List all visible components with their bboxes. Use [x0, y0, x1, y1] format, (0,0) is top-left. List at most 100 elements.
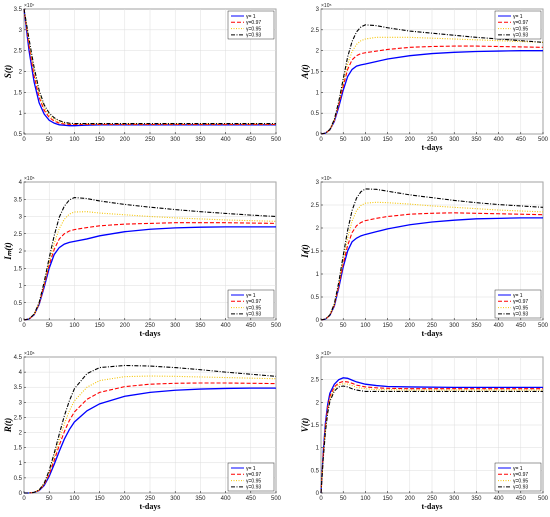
series-line-4: [320, 188, 544, 321]
x-tick-label: 500: [538, 496, 549, 502]
y-tick-label: 3: [316, 355, 320, 361]
legend-label-3: γ=0.95: [513, 305, 528, 311]
legend-label-2: γ=0.97: [513, 299, 528, 305]
panel-1: 0 50 100 150 200 250 300 350 400 450 500 0.5 1 1.5 2 2.…: [3, 3, 282, 143]
x-tick-label: 150: [95, 323, 106, 329]
x-tick-label: 200: [120, 496, 131, 502]
panel-3: 0 50 100 150 200 250 300 350 400 450 500 0 0.5 1 1.5 2 2…: [3, 176, 282, 338]
y-axis-label: V(t): [300, 418, 310, 433]
x-axis-label: t-days: [140, 329, 161, 338]
x-axis-label: t-days: [422, 502, 443, 511]
y-axis-label: S(t): [3, 65, 13, 79]
y-tick-label: 2.5: [311, 203, 320, 209]
panel-6: 0 50 100 150 200 250 300 350 400 450 500 0 0.5 1 1.5 2 2…: [300, 351, 549, 511]
panel-5: 0 50 100 150 200 250 300 350 400 450 500 0 0.5 1 1.5 2 2…: [3, 351, 282, 511]
x-tick-label: 0: [319, 323, 323, 329]
y-tick-label: 0.5: [311, 468, 320, 474]
x-tick-label: 350: [195, 496, 206, 502]
x-tick-label: 0: [22, 323, 26, 329]
legend-label-4: γ=0.93: [513, 33, 528, 39]
y-tick-label: 1.5: [14, 90, 23, 96]
x-tick-label: 100: [69, 137, 80, 143]
y-tick-label: 0.5: [14, 132, 23, 138]
x-tick-label: 50: [340, 137, 347, 143]
x-tick-label: 200: [405, 137, 416, 143]
y-tick-label: 2.5: [14, 415, 23, 421]
x-tick-label: 500: [538, 137, 549, 143]
x-tick-label: 500: [271, 496, 282, 502]
x-axis-label: t-days: [422, 329, 443, 338]
y-tick-label: 1.5: [311, 70, 320, 76]
x-tick-label: 350: [471, 496, 482, 502]
x-tick-label: 450: [246, 137, 257, 143]
y-tick-label: 3: [19, 28, 23, 34]
x-tick-label: 450: [516, 496, 527, 502]
y-tick-label: 4: [19, 370, 23, 376]
legend-label-1: γ= 1: [246, 14, 256, 20]
x-tick-label: 250: [427, 137, 438, 143]
y-tick-label: 3: [316, 7, 320, 13]
legend-label-4: γ=0.93: [513, 312, 528, 318]
x-tick-label: 250: [145, 496, 156, 502]
series-line-2: [320, 45, 544, 135]
legend-label-3: γ=0.95: [513, 26, 528, 32]
x-tick-label: 250: [145, 137, 156, 143]
y-tick-label: 4: [19, 180, 23, 186]
y-tick-label: 0.5: [14, 476, 23, 482]
x-axis-label: t-days: [140, 502, 161, 511]
x-tick-label: 300: [449, 137, 460, 143]
x-tick-label: 500: [538, 323, 549, 329]
series-line-3: [320, 383, 543, 494]
y-tick-label: 2: [19, 70, 23, 76]
y-tick-label: 2: [19, 431, 23, 437]
y-tick-label: 2: [316, 400, 320, 406]
x-tick-label: 350: [195, 137, 206, 143]
x-tick-label: 0: [22, 496, 26, 502]
x-tick-label: 200: [405, 496, 416, 502]
x-tick-label: 450: [246, 323, 257, 329]
legend: γ= 1γ=0.97γ=0.95γ=0.93: [227, 462, 275, 492]
x-tick-label: 50: [46, 496, 53, 502]
legend-label-3: γ=0.95: [246, 26, 261, 32]
x-tick-label: 400: [221, 137, 232, 143]
x-tick-label: 100: [69, 496, 80, 502]
legend-label-2: γ=0.97: [246, 299, 261, 305]
legend-label-1: γ= 1: [246, 466, 256, 472]
x-tick-label: 100: [360, 137, 371, 143]
x-tick-label: 150: [383, 323, 394, 329]
legend-label-2: γ=0.97: [246, 472, 261, 478]
x-tick-label: 350: [471, 323, 482, 329]
x-tick-label: 50: [46, 323, 53, 329]
x-tick-label: 150: [95, 137, 106, 143]
y-exponent-label: ×10⁷: [321, 351, 331, 357]
x-tick-label: 200: [405, 323, 416, 329]
y-tick-label: 1.5: [311, 249, 320, 255]
y-tick-label: 2.5: [14, 49, 23, 55]
y-tick-label: 3.5: [14, 7, 23, 13]
y-tick-label: 3.5: [14, 197, 23, 203]
y-tick-label: 1: [316, 446, 320, 452]
x-tick-label: 250: [427, 323, 438, 329]
x-tick-label: 400: [221, 323, 232, 329]
x-tick-label: 500: [271, 137, 282, 143]
series-line-2: [320, 380, 543, 494]
legend-label-4: γ=0.93: [246, 312, 261, 318]
x-tick-label: 500: [271, 323, 282, 329]
x-tick-label: 100: [360, 323, 371, 329]
x-tick-label: 0: [319, 137, 323, 143]
y-tick-label: 0.5: [14, 301, 23, 307]
x-tick-label: 200: [120, 323, 131, 329]
y-exponent-label: ×10⁵: [321, 3, 332, 9]
x-tick-label: 50: [340, 323, 347, 329]
y-axis-label: R(t): [3, 418, 13, 434]
y-tick-label: 1: [316, 272, 320, 278]
legend: γ= 1γ=0.97γ=0.95γ=0.93: [494, 289, 542, 319]
x-tick-label: 300: [449, 323, 460, 329]
y-tick-label: 2: [316, 226, 320, 232]
y-tick-label: 2: [316, 49, 320, 55]
x-tick-label: 450: [516, 137, 527, 143]
x-tick-label: 250: [427, 496, 438, 502]
legend-label-1: γ= 1: [246, 293, 256, 299]
